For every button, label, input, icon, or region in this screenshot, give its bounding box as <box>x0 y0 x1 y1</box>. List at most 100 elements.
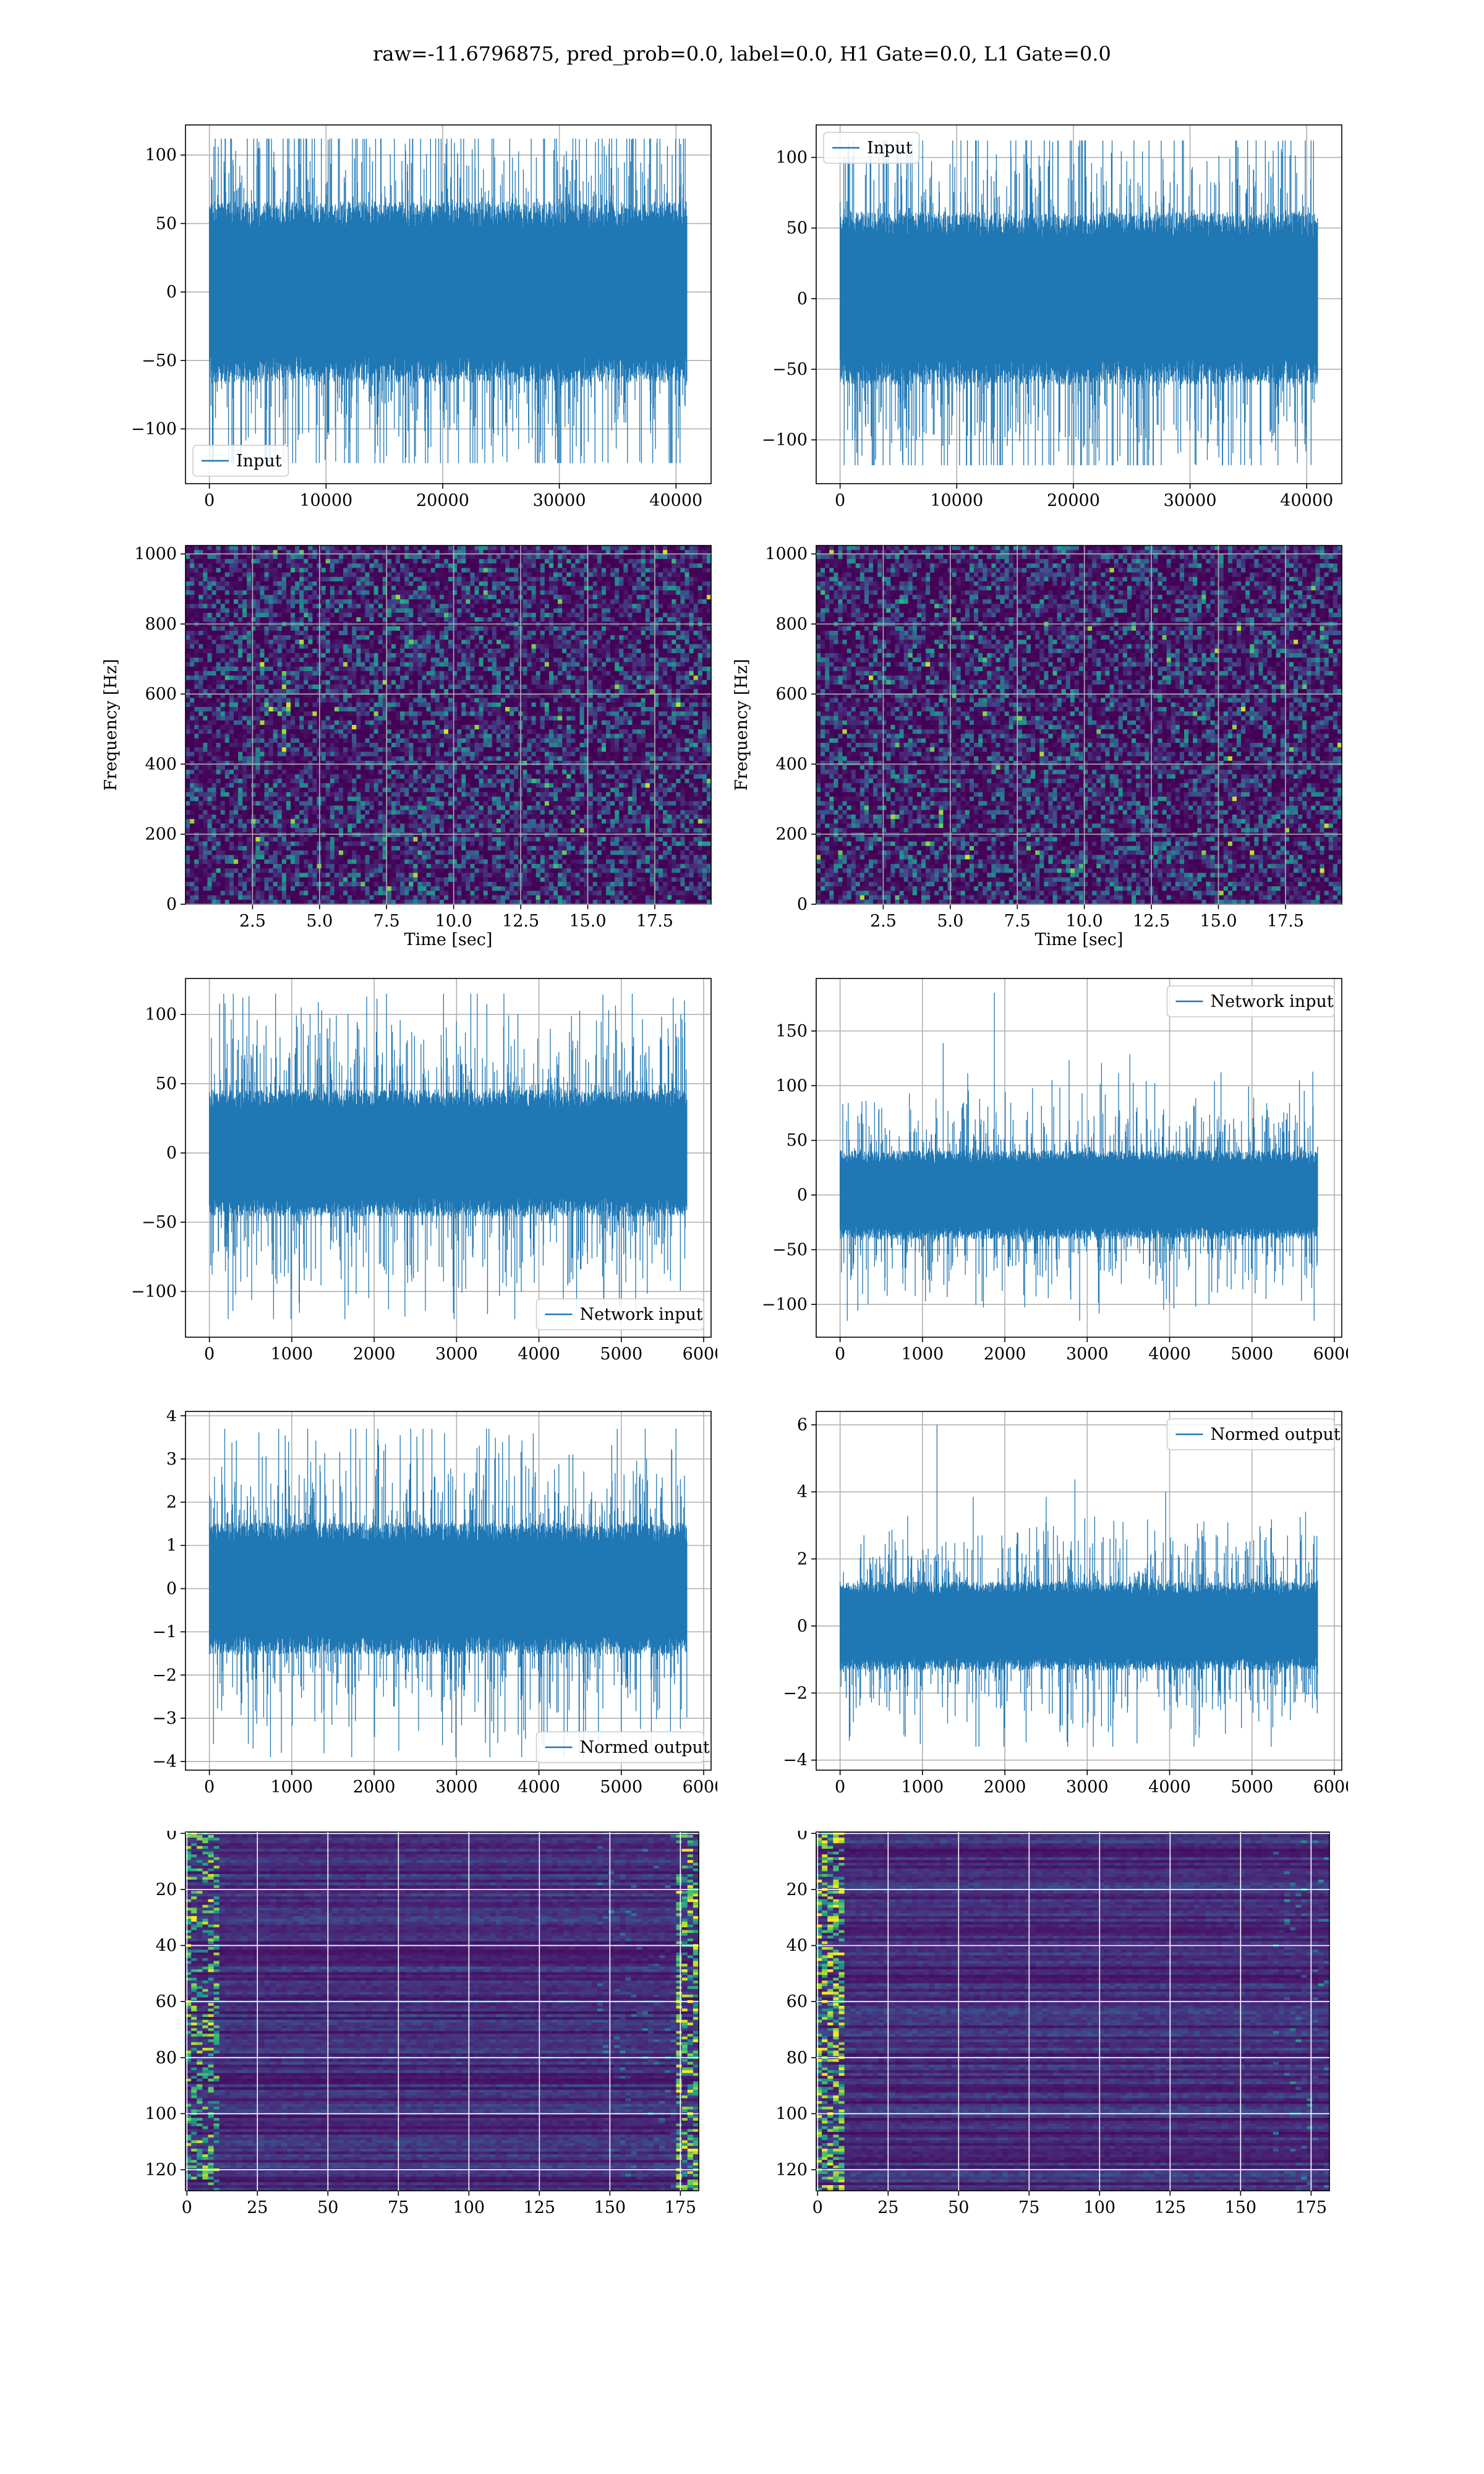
h1-spectrogram-cell <box>649 572 655 578</box>
h1-spectrogram-cell <box>575 720 581 726</box>
h1-spectrogram-cell <box>413 657 419 663</box>
h1-spectrogram-cell <box>198 720 203 726</box>
h1-spectrogram-cell <box>330 572 335 578</box>
h1-spectrogram-cell <box>689 590 694 596</box>
h1-spectrogram-cell <box>579 640 585 645</box>
h1-spectrogram-cell <box>601 720 607 726</box>
h1-spectrogram-cell <box>601 599 607 604</box>
h1-spectrogram-cell <box>247 657 252 663</box>
h1-spectrogram-cell <box>299 563 304 568</box>
h1-spectrogram-cell <box>430 702 436 708</box>
h1-spectrogram-cell <box>426 612 432 618</box>
h1-spectrogram-cell <box>430 563 436 568</box>
h1-spectrogram-cell <box>628 720 633 726</box>
h1-spectrogram-cell <box>216 576 221 582</box>
h1-spectrogram-cell <box>610 612 615 618</box>
h1-spectrogram-cell <box>334 662 339 667</box>
h1-spectrogram-cell <box>277 716 283 721</box>
h1-spectrogram-cell <box>207 644 213 649</box>
h1-spectrogram-cell <box>360 711 366 717</box>
h1-spectrogram-cell <box>487 568 493 573</box>
h1-spectrogram-cell <box>273 640 278 645</box>
h1-spectrogram-cell <box>684 590 690 596</box>
h1-spectrogram-cell <box>501 716 506 721</box>
h1-spectrogram-cell <box>404 563 409 568</box>
h1-spectrogram-cell <box>439 586 445 591</box>
h1-spectrogram-cell <box>632 559 638 564</box>
h1-spectrogram-cell <box>483 630 488 636</box>
h1-spectrogram-cell <box>702 559 707 564</box>
h1-spectrogram-cell <box>216 698 221 703</box>
h1-spectrogram-cell <box>676 671 681 676</box>
h1-spectrogram-cell <box>448 716 453 721</box>
h1-spectrogram-cell <box>601 689 607 694</box>
h1-spectrogram-cell <box>216 612 221 618</box>
h1-spectrogram-cell <box>264 590 270 596</box>
h1-spectrogram-cell <box>229 720 234 726</box>
h1-spectrogram-cell <box>689 720 694 726</box>
h1-spectrogram-cell <box>501 617 506 622</box>
h1-spectrogram-cell <box>697 684 703 690</box>
h1-spectrogram-cell <box>479 684 484 690</box>
h1-spectrogram-cell <box>396 590 401 596</box>
h1-spectrogram-cell <box>689 563 694 568</box>
h1-spectrogram-cell <box>373 590 379 596</box>
h1-spectrogram-cell <box>378 653 383 658</box>
h1-spectrogram-cell <box>391 693 396 699</box>
h1-spectrogram-cell <box>522 590 528 596</box>
h1-spectrogram-cell <box>203 725 208 730</box>
h1-spectrogram-cell <box>273 604 278 609</box>
h1-spectrogram-cell <box>540 657 545 663</box>
h1-spectrogram-cell <box>535 581 541 586</box>
h1-spectrogram-cell <box>632 648 638 654</box>
h1-spectrogram-cell <box>251 550 256 555</box>
h1-spectrogram-cell <box>273 572 278 578</box>
h1-spectrogram-cell <box>312 720 318 726</box>
h1-spectrogram-cell <box>680 689 686 694</box>
h1-spectrogram-cell <box>448 644 453 649</box>
h1-spectrogram-cell <box>216 662 221 667</box>
h1-spectrogram-cell <box>597 550 602 555</box>
h1-spectrogram-cell <box>348 608 352 614</box>
h1-spectrogram-cell <box>615 554 620 560</box>
h1-spectrogram-cell <box>308 594 313 600</box>
h1-spectrogram-cell <box>597 559 602 564</box>
h1-spectrogram-cell <box>697 546 703 550</box>
h1-spectrogram-cell <box>566 635 571 640</box>
h1-spectrogram-cell <box>321 711 326 717</box>
h1-spectrogram-cell <box>636 559 642 564</box>
h1-spectrogram-cell <box>242 550 247 555</box>
h1-spectrogram-cell <box>579 662 585 667</box>
h1-spectrogram-cell <box>496 635 501 640</box>
h1-spectrogram-cell <box>606 608 611 614</box>
h1-spectrogram-cell <box>706 662 712 667</box>
h1-spectrogram-cell <box>325 630 331 636</box>
h1-spectrogram-cell <box>571 635 576 640</box>
h1-spectrogram-cell <box>268 640 274 645</box>
h1-spectrogram-cell <box>571 698 576 703</box>
h1-spectrogram-cell <box>483 576 488 582</box>
h1-spectrogram-cell <box>396 630 401 636</box>
h1-spectrogram-cell <box>386 662 392 667</box>
h1-spectrogram-cell <box>474 644 480 649</box>
h1-spectrogram-cell <box>584 640 589 645</box>
h1-spectrogram-cell <box>453 550 458 555</box>
h1-spectrogram-cell <box>632 626 638 631</box>
h1-spectrogram-cell <box>404 559 409 564</box>
h1-spectrogram-cell <box>299 559 304 564</box>
h1-spectrogram-cell <box>597 644 602 649</box>
h1-spectrogram-cell <box>203 662 208 667</box>
h1-spectrogram-cell <box>684 550 690 555</box>
h1-spectrogram-cell <box>610 671 615 676</box>
h1-spectrogram-cell <box>409 559 414 564</box>
h1-spectrogram-cell <box>492 689 497 694</box>
h1-spectrogram-cell <box>238 711 243 717</box>
h1-spectrogram-cell <box>348 563 352 568</box>
h1-spectrogram-cell <box>623 693 629 699</box>
h1-spectrogram-cell <box>558 590 563 596</box>
h1-spectrogram-cell <box>663 550 668 555</box>
h1-spectrogram-cell <box>439 635 445 640</box>
h1-spectrogram-cell <box>186 626 190 631</box>
h1-spectrogram-cell <box>291 698 296 703</box>
h1-spectrogram-cell <box>544 725 550 730</box>
